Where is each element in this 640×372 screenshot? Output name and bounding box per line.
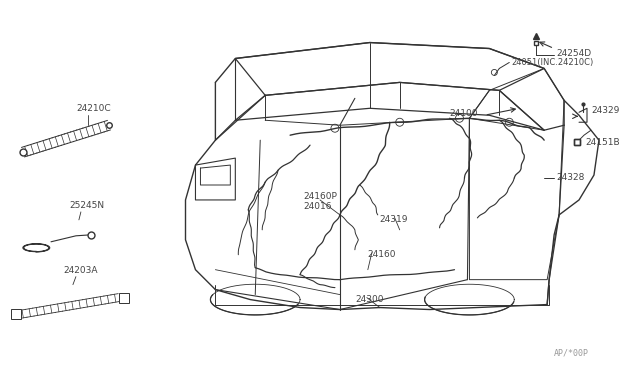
Text: 24100: 24100: [449, 109, 478, 118]
Text: 24160P: 24160P: [303, 192, 337, 201]
Text: 24016: 24016: [303, 202, 332, 211]
Text: AP/*00P: AP/*00P: [554, 348, 589, 357]
Text: 24160: 24160: [368, 250, 396, 259]
Text: 25245N: 25245N: [69, 201, 104, 210]
Bar: [11, 308, 21, 318]
Text: 24329: 24329: [591, 106, 620, 115]
Text: 24300: 24300: [355, 295, 383, 304]
Text: 24328: 24328: [556, 173, 584, 182]
Text: 24151B: 24151B: [585, 138, 620, 147]
Text: 24254D: 24254D: [556, 49, 591, 58]
Bar: [119, 293, 129, 302]
Text: 24210C: 24210C: [76, 104, 111, 113]
Text: 24319: 24319: [380, 215, 408, 224]
Text: 24051(INC.24210C): 24051(INC.24210C): [511, 58, 593, 67]
Text: 24203A: 24203A: [63, 266, 97, 275]
